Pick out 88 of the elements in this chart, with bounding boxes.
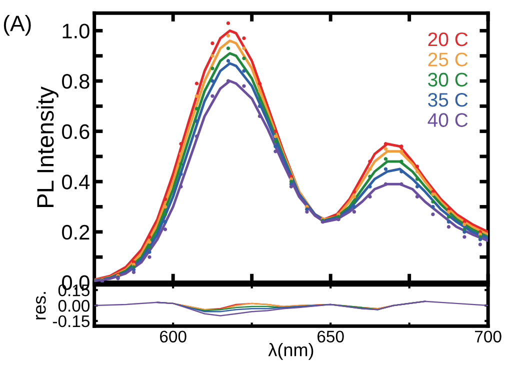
point — [384, 157, 388, 161]
point — [194, 94, 199, 98]
point — [274, 134, 278, 138]
point — [242, 84, 246, 88]
point — [446, 220, 451, 224]
point — [415, 184, 420, 188]
text: 25 C — [428, 52, 468, 66]
line-series — [94, 300, 488, 316]
point — [258, 89, 262, 93]
point — [242, 56, 246, 60]
y-tick-label: 0.00 — [58, 300, 90, 312]
y-tick-label: 0.8 — [62, 74, 90, 89]
text: 35 C — [428, 92, 468, 107]
text: 30 C — [428, 72, 468, 87]
point — [431, 204, 435, 209]
point — [368, 184, 372, 188]
x-tick-label: 650 — [318, 330, 344, 343]
point — [431, 192, 435, 196]
y-tick-label: 0.6 — [62, 124, 90, 140]
point — [226, 34, 230, 38]
x-axis-title: λ(nm) — [268, 343, 314, 360]
point — [179, 172, 183, 176]
point — [242, 46, 246, 50]
point — [148, 250, 152, 254]
y-tick-label: 0.2 — [62, 224, 90, 240]
point — [194, 82, 199, 86]
point — [446, 210, 451, 214]
y-axis-title: PL Intensity — [36, 86, 58, 207]
point — [478, 242, 482, 246]
point — [400, 150, 404, 154]
point — [462, 222, 466, 226]
y-axis-title: res. — [36, 292, 46, 320]
point — [148, 240, 152, 244]
point — [352, 204, 356, 209]
point — [210, 94, 214, 98]
point — [226, 46, 230, 50]
point — [431, 212, 435, 216]
point — [132, 270, 136, 274]
point — [148, 235, 152, 239]
point — [368, 160, 372, 164]
point — [148, 255, 152, 259]
point — [148, 245, 152, 249]
point — [226, 21, 230, 25]
point — [179, 152, 183, 156]
point — [258, 96, 262, 100]
x-tick-label: 600 — [160, 330, 186, 343]
point — [305, 210, 309, 214]
text: 40 C — [428, 113, 468, 127]
point — [368, 167, 372, 171]
point — [384, 167, 388, 171]
point — [415, 194, 420, 199]
y-tick-label: -0.15 — [52, 315, 90, 328]
point — [352, 190, 356, 194]
point — [226, 59, 230, 63]
point — [274, 150, 278, 154]
point — [368, 194, 372, 199]
point — [384, 147, 388, 151]
point — [462, 235, 466, 239]
point — [274, 140, 278, 144]
y-tick-label: 1.0 — [62, 24, 90, 38]
point — [179, 142, 183, 146]
point — [446, 225, 451, 229]
point — [210, 79, 214, 83]
text: (A) — [4, 15, 31, 36]
point — [431, 200, 435, 204]
point — [179, 162, 183, 166]
point — [478, 238, 482, 242]
point — [400, 182, 404, 186]
point — [242, 69, 246, 73]
point — [242, 36, 246, 40]
x-tick-label: 700 — [475, 330, 502, 343]
point — [462, 230, 466, 234]
y-tick-label: 0.4 — [62, 174, 90, 190]
point — [210, 41, 214, 46]
point — [258, 82, 262, 86]
point — [163, 220, 168, 224]
point — [210, 54, 214, 58]
point — [163, 228, 168, 232]
point — [415, 170, 420, 174]
text: 20 C — [428, 32, 468, 46]
point — [274, 129, 278, 134]
point — [289, 184, 294, 188]
point — [415, 164, 420, 168]
point — [352, 210, 356, 214]
point — [446, 214, 451, 219]
point — [210, 66, 214, 70]
point — [400, 144, 404, 148]
point — [274, 144, 278, 148]
